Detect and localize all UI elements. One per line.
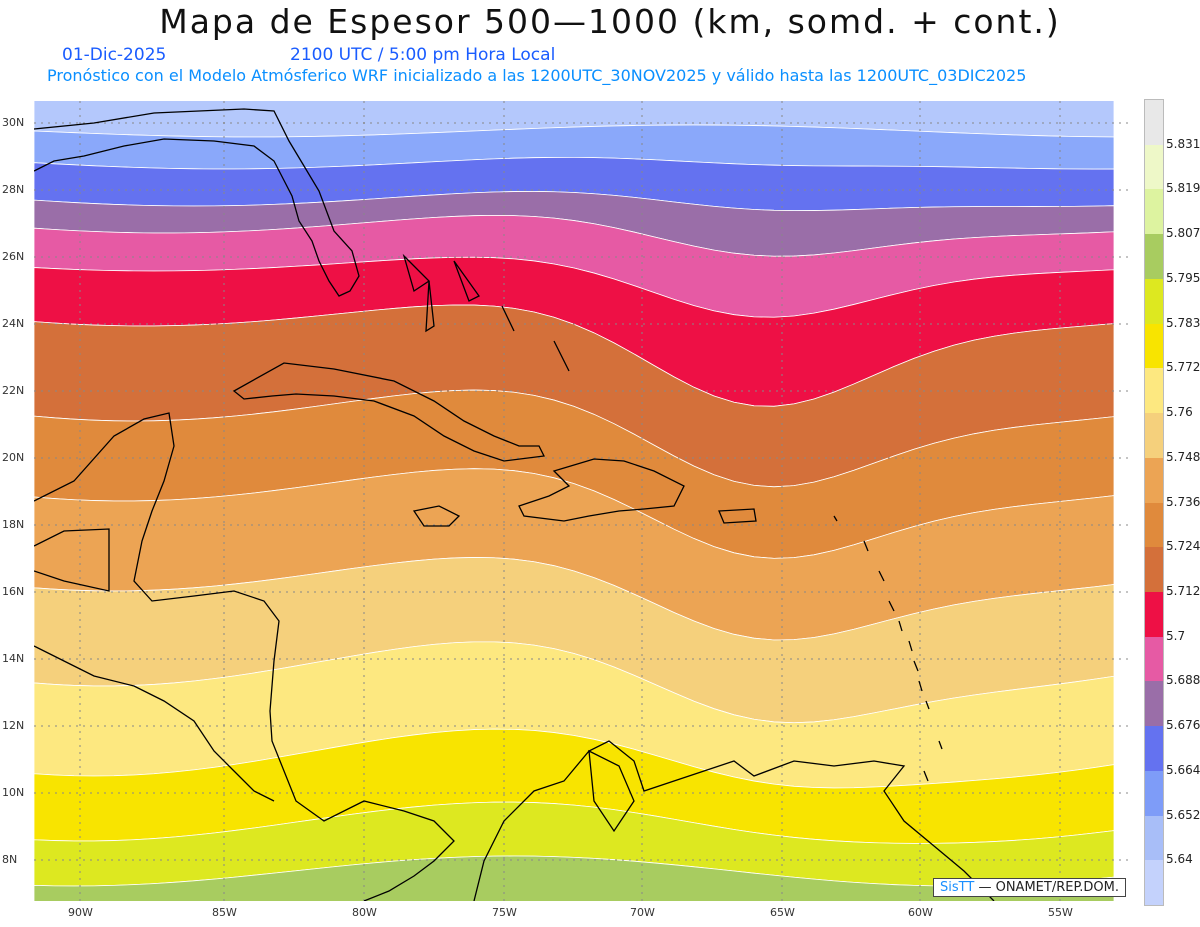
lon-label: 80W xyxy=(352,906,377,919)
credit-box: SisTT — ONAMET/REP.DOM. xyxy=(933,878,1126,897)
colorbar-label: 5.712 xyxy=(1166,583,1200,598)
lat-label: 10N xyxy=(2,786,25,799)
colorbar-swatch xyxy=(1145,368,1163,414)
lat-label: 8N xyxy=(2,853,18,866)
lat-label: 14N xyxy=(2,652,25,665)
colorbar-swatch xyxy=(1145,278,1163,325)
lat-label: 18N xyxy=(2,518,25,531)
lon-label: 55W xyxy=(1048,906,1073,919)
lon-label: 75W xyxy=(492,906,517,919)
colorbar-swatch xyxy=(1145,234,1163,280)
colorbar-swatch xyxy=(1145,323,1163,369)
colorbar-label: 5.795 xyxy=(1166,270,1200,285)
colorbar-swatch xyxy=(1145,100,1163,146)
colorbar-label: 5.688 xyxy=(1166,673,1200,688)
colorbar-swatch xyxy=(1145,144,1163,190)
forecast-info: Pronóstico con el Modelo Atmósferico WRF… xyxy=(47,66,1027,85)
colorbar-label: 5.807 xyxy=(1166,226,1200,241)
lon-label: 65W xyxy=(770,906,795,919)
colorbar-label: 5.652 xyxy=(1166,807,1200,822)
colorbar-swatch xyxy=(1145,189,1163,235)
colorbar-label: 5.676 xyxy=(1166,718,1200,733)
colorbar-swatch xyxy=(1145,726,1163,772)
colorbar-label: 5.748 xyxy=(1166,449,1200,464)
colorbar-label: 5.76 xyxy=(1166,405,1193,420)
lon-label: 85W xyxy=(212,906,237,919)
colorbar-swatch xyxy=(1145,860,1163,906)
lon-label: 60W xyxy=(908,906,933,919)
map-title: Mapa de Espesor 500—1000 (km, somd. + co… xyxy=(159,2,1061,41)
colorbar-label: 5.664 xyxy=(1166,762,1200,777)
lat-label: 20N xyxy=(2,451,25,464)
lat-label: 26N xyxy=(2,250,25,263)
forecast-time: 2100 UTC / 5:00 pm Hora Local xyxy=(290,45,556,65)
colorbar xyxy=(1144,99,1164,906)
credit-brand: SisTT xyxy=(940,880,975,895)
colorbar-label: 5.7 xyxy=(1166,628,1186,643)
colorbar-label: 5.772 xyxy=(1166,360,1200,375)
lon-label: 90W xyxy=(68,906,93,919)
lat-label: 30N xyxy=(2,116,25,129)
colorbar-swatch xyxy=(1145,547,1163,593)
lon-label: 70W xyxy=(630,906,655,919)
thickness-band xyxy=(34,855,1115,901)
lat-lon-grid xyxy=(34,101,1133,901)
colorbar-swatch xyxy=(1145,457,1163,503)
colorbar-swatch xyxy=(1145,815,1163,861)
colorbar-swatch xyxy=(1145,681,1163,727)
lat-label: 22N xyxy=(2,384,25,397)
colorbar-swatch xyxy=(1145,636,1163,682)
colorbar-label: 5.783 xyxy=(1166,315,1200,330)
colorbar-label: 5.819 xyxy=(1166,181,1200,196)
lat-label: 12N xyxy=(2,719,25,732)
forecast-date: 01-Dic-2025 xyxy=(62,45,167,65)
colorbar-swatch xyxy=(1145,502,1163,548)
colorbar-label: 5.724 xyxy=(1166,539,1200,554)
thickness-map xyxy=(34,101,1133,901)
colorbar-label: 5.831 xyxy=(1166,136,1200,151)
colorbar-swatch xyxy=(1145,770,1163,817)
lat-label: 28N xyxy=(2,183,25,196)
coastlines xyxy=(34,108,995,901)
colorbar-swatch xyxy=(1145,591,1163,638)
lat-label: 16N xyxy=(2,585,25,598)
colorbar-label: 5.736 xyxy=(1166,494,1200,509)
colorbar-label: 5.64 xyxy=(1166,852,1193,867)
credit-text: — ONAMET/REP.DOM. xyxy=(978,880,1119,895)
colorbar-swatch xyxy=(1145,413,1163,459)
thickness-bands xyxy=(34,101,1115,901)
lat-label: 24N xyxy=(2,317,25,330)
